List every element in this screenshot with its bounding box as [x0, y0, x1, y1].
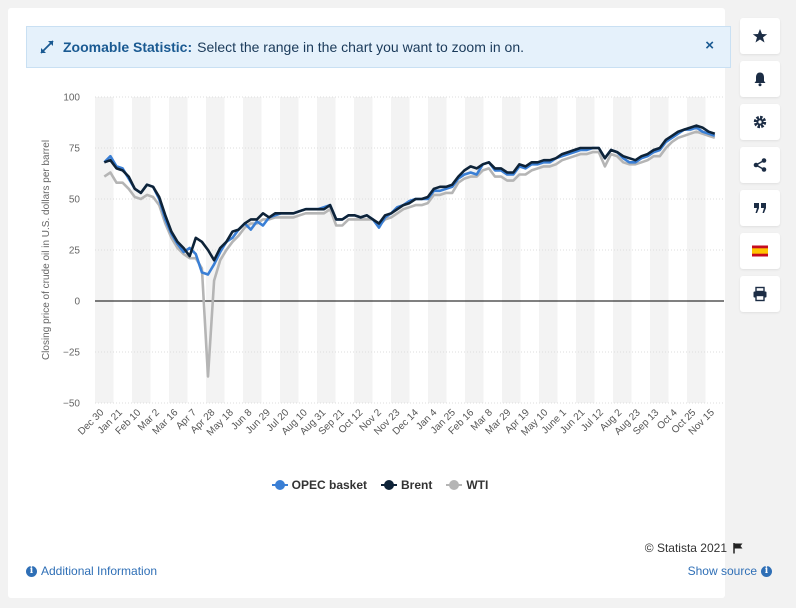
y-axis-label: Closing price of crude oil in U.S. dolla…: [41, 140, 52, 360]
chart-legend: OPEC basket Brent WTI: [0, 478, 760, 492]
grid-band: [687, 97, 706, 403]
cite-button[interactable]: [740, 190, 780, 226]
spain-flag-icon: [752, 245, 768, 257]
grid-band: [502, 97, 521, 403]
language-button[interactable]: [740, 233, 780, 269]
legend-item-wti[interactable]: WTI: [446, 478, 488, 492]
y-tick-label: 25: [69, 246, 81, 257]
legend-symbol-brent: [381, 480, 398, 490]
y-tick-label: 75: [69, 144, 81, 155]
legend-label-brent: Brent: [401, 478, 433, 492]
banner-title: Zoomable Statistic:: [63, 39, 193, 55]
legend-label-wti: WTI: [466, 478, 489, 492]
close-icon[interactable]: ×: [705, 37, 714, 54]
y-tick-label: −50: [63, 399, 80, 410]
zoom-banner: Zoomable Statistic: Select the range in …: [26, 26, 731, 68]
y-tick-label: 100: [63, 93, 80, 104]
gear-icon: [753, 115, 767, 129]
copyright: © Statista 2021: [645, 541, 744, 555]
show-source-label: Show source: [687, 564, 757, 578]
legend-symbol-wti: [446, 480, 463, 490]
info-icon: i: [26, 565, 37, 577]
share-button[interactable]: [740, 147, 780, 183]
info-icon: i: [761, 565, 772, 577]
grid-band: [280, 97, 299, 403]
grid-band: [391, 97, 410, 403]
series-wti[interactable]: [103, 130, 716, 378]
favorite-button[interactable]: [740, 18, 780, 54]
additional-information-label: Additional Information: [41, 564, 158, 578]
star-icon: [752, 29, 768, 43]
notification-button[interactable]: [740, 61, 780, 97]
y-tick-label: 0: [74, 297, 80, 308]
legend-symbol-opec: [271, 480, 288, 490]
grid-band: [243, 97, 262, 403]
print-icon: [753, 286, 767, 302]
banner-message: Select the range in the chart you want t…: [197, 39, 525, 55]
series-brent[interactable]: [103, 124, 716, 262]
action-sidebar: [740, 18, 780, 312]
share-icon: [753, 158, 767, 172]
print-button[interactable]: [740, 276, 780, 312]
quote-icon: [754, 203, 766, 213]
y-tick-label: 50: [69, 195, 81, 206]
y-axis-ticks: 100 75 50 25 0 −25 −50: [63, 93, 80, 410]
bell-icon: [754, 72, 766, 87]
copyright-text: © Statista 2021: [644, 541, 727, 555]
grid-band: [354, 97, 373, 403]
settings-button[interactable]: [740, 104, 780, 140]
flag-icon[interactable]: [732, 542, 744, 554]
grid-band: [613, 97, 632, 403]
y-tick-label: −25: [63, 348, 80, 359]
grid-band: [576, 97, 595, 403]
show-source-link[interactable]: Show source i: [688, 564, 772, 578]
legend-item-brent[interactable]: Brent: [381, 478, 432, 492]
series-lines: [103, 124, 716, 378]
grid-band: [132, 97, 151, 403]
expand-arrows-icon: [40, 40, 54, 54]
legend-item-opec[interactable]: OPEC basket: [271, 478, 368, 492]
additional-information-link[interactable]: i Additional Information: [26, 564, 157, 578]
legend-label-opec: OPEC basket: [291, 478, 368, 492]
